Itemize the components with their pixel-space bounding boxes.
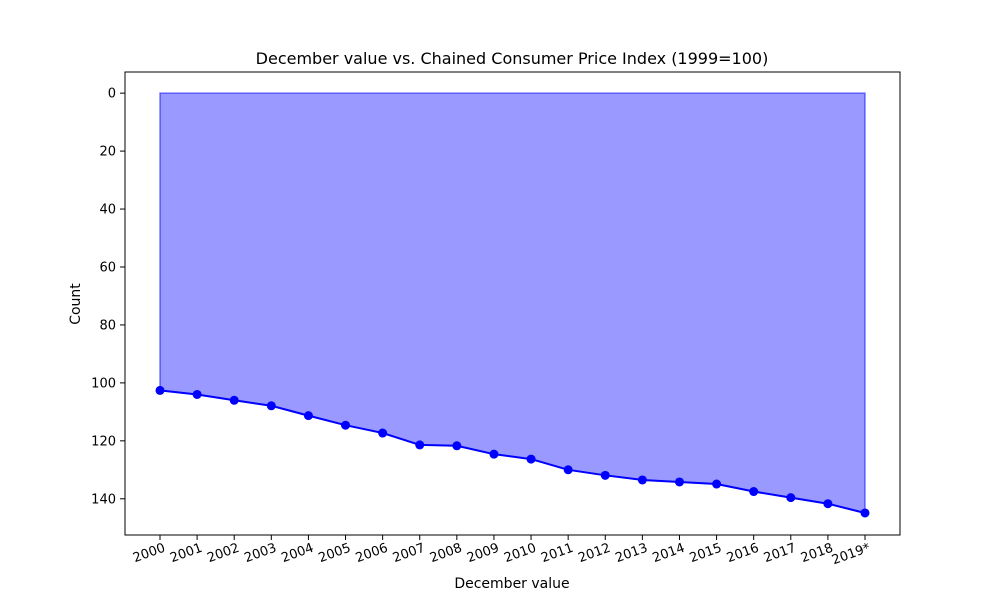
data-point [229, 395, 239, 405]
data-point [674, 477, 684, 487]
plot-area [155, 92, 870, 518]
y-tick-label: 0 [108, 87, 116, 102]
chart-title: December value vs. Chained Consumer Pric… [256, 49, 769, 68]
plot-frame [124, 71, 901, 536]
data-point [860, 508, 870, 518]
data-point [786, 493, 796, 503]
y-tick-label: 20 [99, 145, 116, 160]
y-tick-label: 140 [91, 492, 116, 507]
y-tick-label: 60 [99, 260, 116, 275]
data-point [266, 401, 276, 411]
data-point [823, 499, 833, 509]
data-point [415, 440, 425, 450]
data-point [378, 428, 388, 438]
data-point [526, 454, 536, 464]
data-point [303, 411, 313, 421]
y-tick-label: 80 [99, 318, 116, 333]
series-line [159, 389, 866, 514]
y-tick-label: 100 [91, 376, 116, 391]
y-tick-label: 40 [99, 203, 116, 218]
data-point [341, 420, 351, 430]
y-axis-title: Count [68, 283, 84, 325]
y-tick-label: 120 [91, 434, 116, 449]
data-point [452, 441, 462, 451]
data-point [600, 470, 610, 480]
data-point [192, 389, 202, 399]
x-axis-title: December value [454, 576, 569, 592]
data-point [637, 475, 647, 485]
data-point [712, 479, 722, 489]
data-point [563, 465, 573, 475]
y-axis: 0 20 40 60 80 100 120 140 [91, 87, 125, 507]
data-point [155, 385, 165, 395]
data-point [749, 487, 759, 497]
data-point [489, 449, 499, 459]
